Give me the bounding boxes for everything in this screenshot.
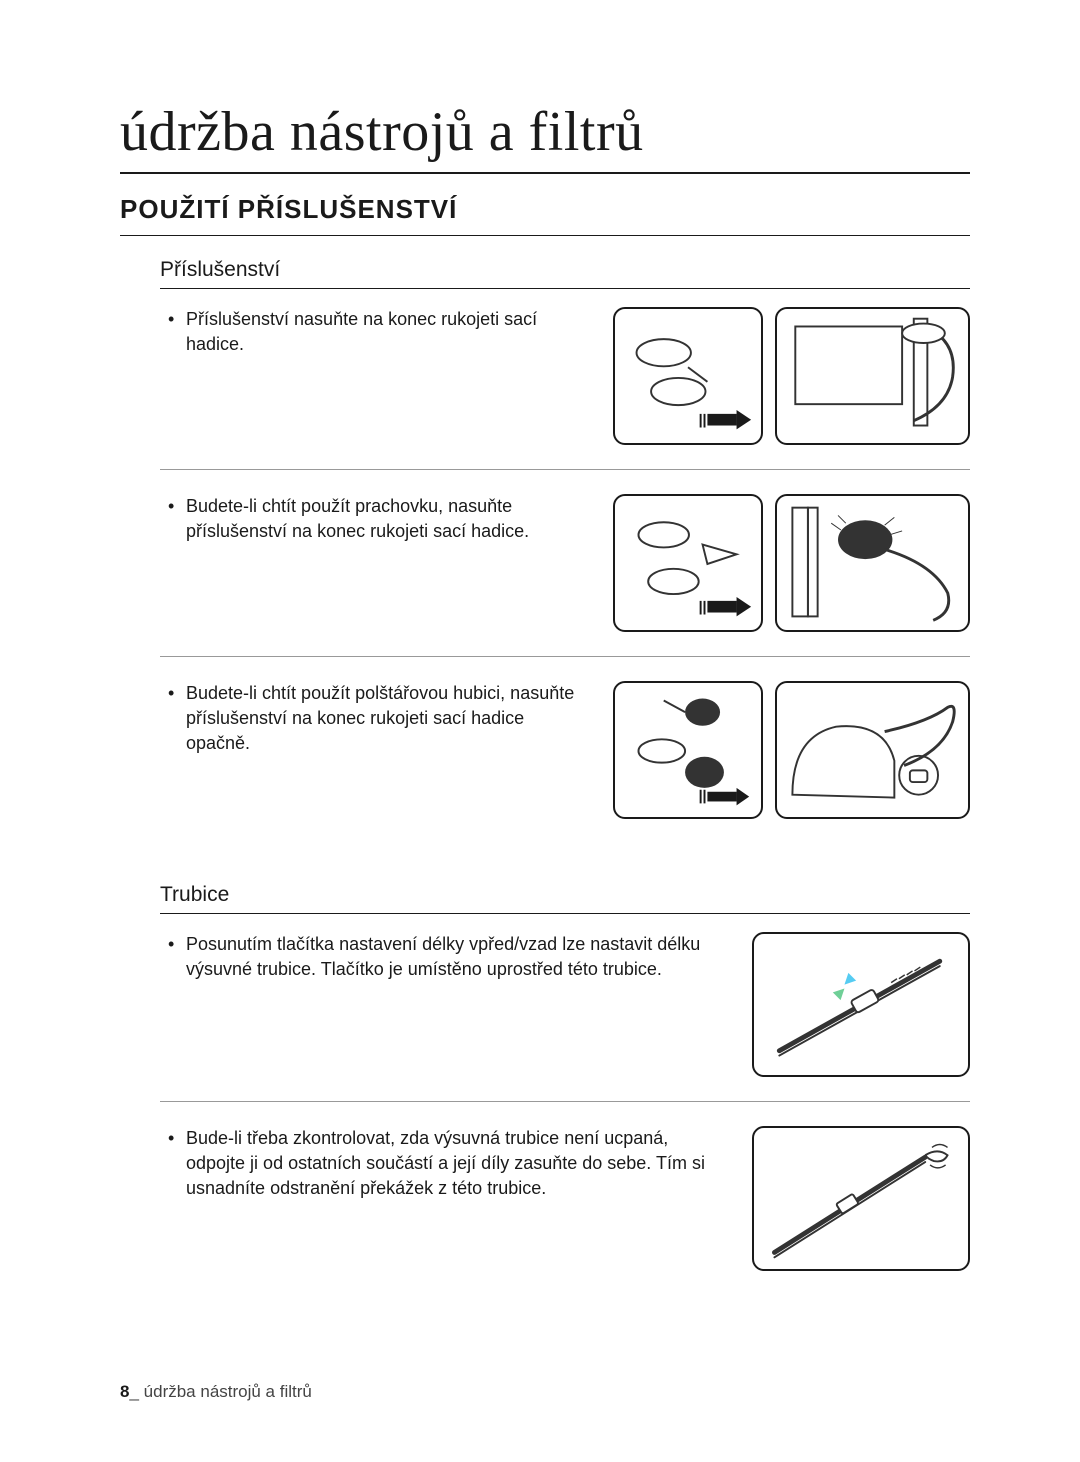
illustration-brush-attach xyxy=(613,494,763,632)
accessory-item: Budete-li chtít použít prachovku, nasuňt… xyxy=(160,494,970,657)
tube-text: Posunutím tlačítka nastavení délky vpřed… xyxy=(160,932,728,982)
illustration-tube-check xyxy=(752,1126,970,1271)
footer-label: údržba nástrojů a filtrů xyxy=(144,1382,312,1401)
illustration-upholstery-attach xyxy=(613,681,763,819)
accessory-text: Budete-li chtít použít prachovku, nasuňt… xyxy=(160,494,589,544)
section-heading: POUŽITÍ PŘÍSLUŠENSTVÍ xyxy=(120,194,970,236)
illustration-group xyxy=(613,681,970,819)
page-title: údržba nástrojů a filtrů xyxy=(120,100,970,174)
illustration-upholstery-usage xyxy=(775,681,970,819)
tube-text: Bude-li třeba zkontrolovat, zda výsuvná … xyxy=(160,1126,728,1202)
page-footer: 8_ údržba nástrojů a filtrů xyxy=(120,1382,312,1402)
footer-separator: _ xyxy=(129,1382,143,1401)
subheading-accessories: Příslušenství xyxy=(160,258,970,289)
illustration-brush-usage xyxy=(775,494,970,632)
illustration-accessory-usage xyxy=(775,307,970,445)
subheading-tube: Trubice xyxy=(160,883,970,914)
tube-item: Bude-li třeba zkontrolovat, zda výsuvná … xyxy=(160,1126,970,1295)
illustration-group xyxy=(613,307,970,445)
accessory-item: Příslušenství nasuňte na konec rukojeti … xyxy=(160,307,970,470)
illustration-group xyxy=(613,494,970,632)
illustration-tube-adjust xyxy=(752,932,970,1077)
accessory-text: Budete-li chtít použít polštářovou hubic… xyxy=(160,681,589,757)
illustration-group xyxy=(752,1126,970,1271)
illustration-accessory-attach xyxy=(613,307,763,445)
illustration-group xyxy=(752,932,970,1077)
tube-item: Posunutím tlačítka nastavení délky vpřed… xyxy=(160,932,970,1102)
accessory-item: Budete-li chtít použít polštářovou hubic… xyxy=(160,681,970,843)
accessory-text: Příslušenství nasuňte na konec rukojeti … xyxy=(160,307,589,357)
